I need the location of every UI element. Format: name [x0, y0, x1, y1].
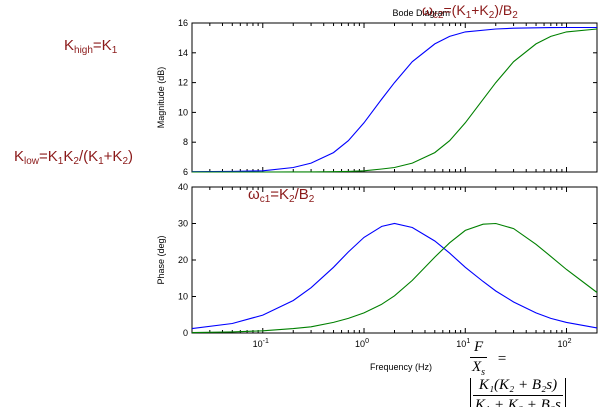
k-low-k: K: [14, 148, 25, 165]
wc1-subb: 2: [308, 194, 315, 205]
y-tick-label-0-5: 16: [178, 18, 188, 28]
wc1-annotation: ωc1=K2/B2: [248, 187, 314, 205]
y-tick-label-1-4: 40: [178, 182, 188, 192]
k-low-sub1: 1: [57, 156, 64, 167]
k-low-plus: +K: [103, 148, 123, 165]
x-tick-label-3: 102: [558, 338, 572, 349]
y-tick-label-1-3: 30: [178, 219, 188, 229]
k-high-sub: high: [74, 45, 93, 56]
k-low-k2: K: [63, 148, 74, 165]
series-line-1-1: [191, 222, 598, 334]
k-low-slash: /(K: [78, 148, 99, 165]
x-tick-label-1: 100: [355, 338, 369, 349]
k-low-sub2: 2: [73, 156, 79, 167]
wc1-sub2: 2: [289, 194, 295, 205]
k-low-sub: low: [24, 156, 40, 167]
y-axis-label-0: Magnitude (dB): [156, 67, 166, 129]
y-tick-label-0-1: 8: [183, 137, 188, 147]
wc1-slash: /B: [294, 186, 309, 203]
k-high-sub2: 1: [111, 45, 118, 56]
lhs-denominator: Xs: [470, 358, 487, 378]
wc1-omega: ω: [248, 186, 260, 203]
y-tick-label-0-0: 6: [183, 167, 188, 177]
series-line-1-0: [191, 222, 598, 330]
y-tick-label-0-4: 14: [178, 48, 188, 58]
lhs-x-sub: s: [481, 367, 486, 378]
y-tick-label-1-2: 20: [178, 255, 188, 265]
rhs-denominator: K₁ + K₂ + B₂s: [475, 397, 561, 407]
lhs-x: X: [472, 359, 482, 375]
wc1-sub: c1: [259, 194, 271, 205]
x-tick-label-0: 10-1: [253, 338, 269, 349]
k-low-eq: =K: [39, 148, 58, 165]
k-low-sub4: 2: [122, 156, 128, 167]
lhs-numerator: F: [470, 340, 488, 358]
k-high-k: K: [64, 37, 75, 54]
wc2-subb: 2: [512, 10, 518, 21]
wc2-sub1: 1: [465, 10, 472, 21]
k-high-eq: =K: [92, 37, 112, 54]
y-tick-label-1-1: 10: [178, 292, 188, 302]
plot-frame-1: [191, 186, 598, 334]
lhs-fraction: F Xs: [470, 340, 488, 378]
series-line-0-1: [192, 28, 598, 173]
wc1-eq: =K: [270, 186, 290, 203]
wc2-close: )/B: [494, 2, 513, 18]
y-tick-label-0-2: 10: [178, 107, 188, 117]
wc2-omega: ω: [422, 2, 433, 18]
wc2-sub: c2: [432, 10, 444, 21]
wc2-plus: +K: [471, 2, 489, 18]
k-low-annotation: Klow=K1K2/(K1+K2): [14, 149, 133, 167]
x-tick-label-2: 101: [456, 338, 470, 349]
wc2-eq: =(K: [443, 2, 466, 18]
wc2-annotation: ωc2=(K1+K2)/B2: [422, 3, 518, 21]
k-high-annotation: Khigh=K1: [64, 38, 117, 56]
chart-title: Bode Diagram: [392, 8, 450, 18]
y-axis-label-1: Phase (deg): [156, 235, 166, 284]
k-low-close: ): [128, 148, 133, 165]
rhs-numerator: K₁(K₂ + B₂s): [473, 378, 563, 396]
wc2-sub2: 2: [488, 10, 495, 21]
x-axis-label: Frequency (Hz): [370, 362, 432, 372]
plot-frame-0: [191, 22, 598, 173]
transfer-function-formula: F Xs = K₁(K₂ + B₂s) K₁ + K₂ + B₂s: [470, 340, 604, 407]
rhs-fraction: K₁(K₂ + B₂s) K₁ + K₂ + B₂s: [470, 378, 566, 407]
formula-equals: =: [496, 350, 507, 367]
y-tick-label-1-0: 0: [183, 328, 188, 338]
k-low-sub3: 1: [98, 156, 104, 167]
series-line-0-0: [191, 26, 597, 173]
y-tick-label-0-3: 12: [178, 78, 188, 88]
